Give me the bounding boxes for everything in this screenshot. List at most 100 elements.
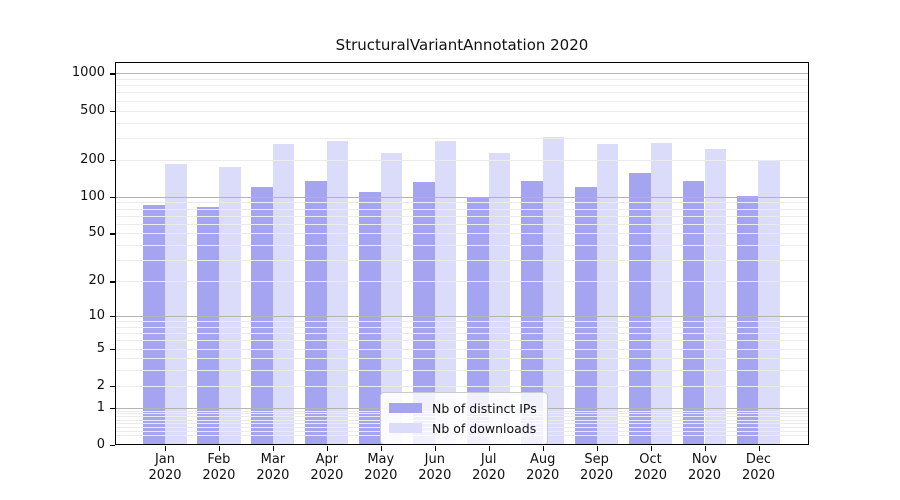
x-tick — [380, 446, 383, 451]
y-tick-label: 1000 — [71, 65, 105, 81]
minor-gridline — [115, 385, 809, 387]
x-tick — [650, 446, 652, 451]
bar-aug-ips — [521, 180, 543, 445]
bar-apr-downloads — [326, 141, 349, 445]
bar-mar-downloads — [272, 143, 295, 445]
minor-gridline — [115, 85, 809, 87]
x-tick-label-aug: Aug 2020 — [526, 452, 560, 483]
bar-nov-ips — [682, 181, 705, 445]
x-tick-label-sep: Sep 2020 — [580, 452, 614, 483]
y-tick — [110, 159, 115, 161]
minor-gridline — [115, 333, 809, 335]
minor-gridline — [115, 122, 809, 124]
legend-entry: Nb of downloads — [389, 418, 539, 438]
x-tick-label-nov: Nov 2020 — [687, 452, 722, 483]
y-tick-label: 100 — [80, 188, 105, 204]
minor-gridline — [115, 340, 809, 342]
x-tick — [272, 446, 275, 451]
legend-swatch — [389, 423, 422, 433]
minor-gridline — [115, 92, 809, 94]
bar-dec-ips — [736, 196, 759, 445]
x-tick-label-apr: Apr 2020 — [310, 452, 344, 483]
x-tick — [488, 446, 491, 451]
bar-jul-ips — [467, 196, 489, 445]
bar-oct-ips — [628, 172, 651, 445]
legend-swatch — [389, 403, 422, 413]
minor-gridline — [115, 78, 809, 80]
major-gridline — [115, 316, 809, 317]
legend-label: Nb of distinct IPs — [432, 400, 537, 416]
y-tick-label: 0 — [96, 437, 105, 452]
plot-area: Nb of distinct IPs Nb of downloads — [115, 62, 809, 445]
y-tick — [110, 196, 115, 199]
x-tick — [542, 446, 545, 451]
minor-gridline — [115, 348, 809, 350]
x-tick — [326, 446, 329, 451]
y-tick-label: 500 — [80, 102, 105, 118]
minor-gridline — [115, 137, 809, 139]
x-tick — [758, 446, 760, 451]
bar-jun-downloads — [434, 140, 457, 445]
bar-may-downloads — [380, 152, 403, 445]
x-tick-label-jun: Jun 2020 — [418, 452, 452, 483]
minor-gridline — [115, 159, 809, 161]
y-tick-label: 5 — [96, 340, 105, 356]
minor-gridline — [115, 202, 809, 204]
y-tick — [110, 445, 115, 447]
bar-aug-downloads — [542, 137, 565, 445]
y-tick — [110, 316, 115, 318]
bar-jan-ips — [143, 205, 165, 445]
bar-sep-downloads — [596, 143, 619, 445]
x-tick — [704, 446, 706, 451]
x-tick-label-jan: Jan 2020 — [148, 452, 182, 483]
minor-gridline — [115, 100, 809, 102]
minor-gridline — [115, 358, 809, 360]
y-tick — [110, 110, 115, 112]
minor-gridline — [115, 110, 809, 112]
x-tick — [596, 446, 598, 451]
bar-nov-downloads — [704, 149, 727, 445]
y-tick — [110, 73, 115, 75]
y-tick — [110, 385, 115, 388]
x-tick-label-jul: Jul 2020 — [472, 452, 506, 483]
bar-jun-ips — [413, 182, 435, 445]
x-tick-label-oct: Oct 2020 — [633, 452, 668, 483]
y-tick — [110, 233, 115, 235]
y-tick-label: 20 — [88, 273, 105, 289]
minor-gridline — [115, 223, 809, 225]
x-tick — [165, 446, 167, 451]
y-tick-label: 10 — [88, 308, 105, 323]
bar-dec-downloads — [758, 161, 781, 445]
minor-gridline — [115, 281, 809, 283]
bar-apr-ips — [305, 181, 327, 445]
legend-label: Nb of downloads — [432, 420, 537, 436]
bar-feb-ips — [197, 207, 219, 445]
y-tick-label: 2 — [96, 377, 105, 393]
y-tick-label: 50 — [88, 225, 105, 241]
minor-gridline — [115, 370, 809, 372]
legend-entry: Nb of distinct IPs — [389, 398, 539, 418]
x-tick — [218, 446, 221, 451]
bar-feb-downloads — [218, 166, 241, 445]
y-tick-label: 1 — [96, 399, 105, 415]
bar-jan-downloads — [165, 163, 187, 445]
minor-gridline — [115, 208, 809, 210]
x-tick-label-may: May 2020 — [364, 452, 398, 483]
minor-gridline — [115, 233, 809, 235]
minor-gridline — [115, 215, 809, 217]
minor-gridline — [115, 245, 809, 247]
bar-oct-downloads — [650, 142, 673, 445]
minor-gridline — [115, 260, 809, 262]
x-tick-label-mar: Mar 2020 — [256, 452, 290, 483]
chart-title: StructuralVariantAnnotation 2020 — [335, 36, 589, 54]
x-tick-label-feb: Feb 2020 — [202, 452, 236, 483]
y-tick-label: 200 — [80, 151, 105, 167]
y-tick — [110, 348, 115, 350]
bar-may-ips — [359, 191, 381, 445]
bar-jul-downloads — [488, 153, 511, 445]
major-gridline — [115, 73, 809, 75]
minor-gridline — [115, 326, 809, 328]
y-tick — [110, 281, 115, 283]
major-gridline — [115, 196, 809, 198]
